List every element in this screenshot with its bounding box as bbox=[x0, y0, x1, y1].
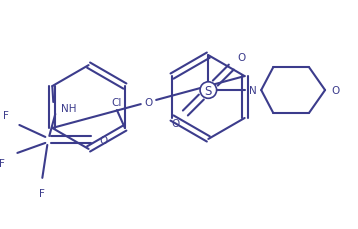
Text: N: N bbox=[250, 86, 257, 96]
Text: O: O bbox=[171, 118, 179, 128]
Text: O: O bbox=[237, 53, 245, 63]
Text: O: O bbox=[99, 135, 107, 145]
Text: F: F bbox=[0, 158, 5, 168]
Text: F: F bbox=[4, 111, 9, 120]
Text: Cl: Cl bbox=[112, 98, 122, 108]
Text: O: O bbox=[331, 86, 339, 96]
Text: F: F bbox=[39, 188, 45, 198]
Text: S: S bbox=[205, 84, 212, 97]
Text: NH: NH bbox=[61, 104, 77, 114]
Text: O: O bbox=[144, 98, 153, 108]
